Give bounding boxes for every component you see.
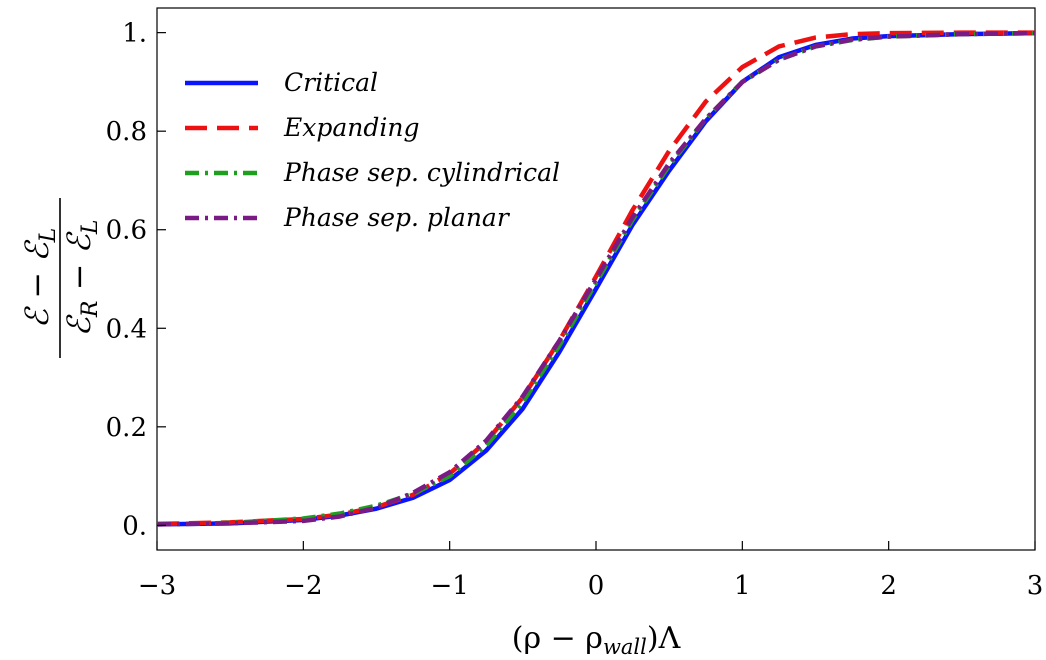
y-axis-label: ℰ − ℰL ℰR − ℰL <box>18 198 103 358</box>
legend-label: Phase sep. cylindrical <box>283 158 560 187</box>
x-axis-label-sub: wall <box>603 635 647 659</box>
x-axis-label: (ρ − ρwall)Λ <box>512 621 681 659</box>
y-tick-label: 0.6 <box>106 216 147 246</box>
y-axis-label-numerator: ℰ − ℰL <box>18 228 61 329</box>
y-tick-label: 0.4 <box>106 314 147 344</box>
y-tick-label: 0. <box>122 511 147 541</box>
y-axis-ticks: 0. 0.2 0.4 0.6 0.8 1. <box>106 19 166 541</box>
x-tick-label: 3 <box>1027 571 1044 601</box>
legend: Critical Expanding Phase sep. cylindrical P… <box>185 68 560 232</box>
series-line-expanding <box>156 30 1035 527</box>
y-axis-label-denominator: ℰR − ℰL <box>60 219 103 336</box>
x-tick-label: −1 <box>431 571 469 601</box>
x-tick-label: 0 <box>588 571 605 601</box>
curves-layer <box>156 30 1036 527</box>
legend-label: Phase sep. planar <box>283 203 511 232</box>
legend-label: Expanding <box>283 113 419 142</box>
series-line-phase-sep-planar <box>156 30 1036 527</box>
x-tick-label: −2 <box>284 571 322 601</box>
x-tick-label: −3 <box>138 571 176 601</box>
y-tick-label: 0.8 <box>106 117 147 147</box>
x-axis-ticks: −3 −2 −1 0 1 2 3 <box>138 541 1043 601</box>
y-tick-label: 1. <box>122 19 147 49</box>
x-tick-label: 1 <box>734 571 751 601</box>
y-tick-label: 0.2 <box>106 413 147 443</box>
x-tick-label: 2 <box>880 571 897 601</box>
legend-label: Critical <box>284 68 378 97</box>
